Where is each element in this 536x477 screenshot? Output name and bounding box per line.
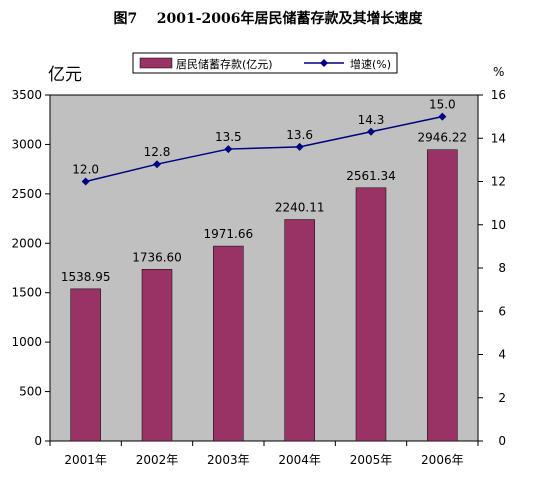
- bar-value-label: 2561.34: [346, 169, 396, 183]
- x-axis-tick-label: 2004年: [278, 453, 321, 467]
- growth-point-marker: [295, 142, 304, 151]
- bar: [427, 149, 458, 442]
- right-axis-tick-label: 6: [498, 304, 506, 318]
- bar-value-label: 1736.60: [132, 250, 182, 264]
- growth-point-marker: [81, 177, 90, 186]
- bar-value-label: 1971.66: [204, 227, 254, 241]
- growth-line: [85, 115, 443, 183]
- right-axis-tick-label: 10: [491, 218, 506, 232]
- x-axis-tick-label: 2006年: [421, 453, 464, 467]
- right-axis-tick-label: 0: [498, 434, 506, 448]
- legend-bar-label: 居民储蓄存款(亿元): [176, 57, 273, 71]
- bar: [141, 269, 173, 442]
- right-axis-tick-label: 14: [491, 131, 506, 145]
- bar: [213, 245, 244, 442]
- right-axis-tick-label: 2: [498, 391, 506, 405]
- data-labels-group: 1538.95 1736.60 1971.66 2240.11 2561.34 2946.…: [61, 98, 467, 284]
- growth-point-marker: [224, 145, 233, 154]
- growth-point-marker: [438, 112, 447, 121]
- right-axis-unit: %: [493, 65, 504, 79]
- bar-value-label: 2240.11: [275, 201, 325, 215]
- legend-line-label: 增速(%): [350, 57, 391, 71]
- bar: [284, 219, 315, 442]
- right-axis-tick-label: 8: [498, 261, 506, 275]
- legend-bar-swatch: [139, 57, 173, 69]
- growth-value-label: 12.8: [144, 145, 171, 159]
- bar-value-label: 2946.22: [418, 131, 468, 145]
- x-axis-tick-label: 2001年: [64, 453, 107, 467]
- left-axis-tick-label: 500: [19, 385, 42, 399]
- x-axis-tick-label: 2002年: [136, 453, 179, 467]
- bars-group: [70, 149, 458, 442]
- right-axis-tick-label: 4: [498, 348, 506, 362]
- right-axis-tick-label: 12: [491, 175, 506, 189]
- left-axis-tick-label: 3500: [11, 88, 42, 102]
- axes-group: 0 500 1000 1500 2000 2500 3000 3500 0 2 4 6 8 10 12 14 1…: [11, 88, 506, 467]
- x-axis-tick-label: 2003年: [207, 453, 250, 467]
- bar: [355, 187, 387, 442]
- chart-title: 图7 2001-2006年居民储蓄存款及其增长速度: [113, 11, 423, 27]
- plot-area: [49, 94, 479, 442]
- left-axis-tick-label: 2500: [11, 187, 42, 201]
- growth-value-label: 12.0: [72, 163, 99, 177]
- legend-box: [132, 52, 398, 74]
- growth-value-label: 13.5: [215, 130, 242, 144]
- bar-value-label: 1538.95: [61, 270, 111, 284]
- growth-value-label: 15.0: [429, 98, 456, 112]
- left-axis-tick-label: 3000: [11, 137, 42, 151]
- bar: [70, 288, 101, 442]
- left-axis-tick-label: 1500: [11, 286, 42, 300]
- growth-value-label: 13.6: [286, 128, 313, 142]
- left-axis-tick-label: 2000: [11, 236, 42, 250]
- left-axis-tick-label: 0: [34, 434, 42, 448]
- growth-point-marker: [153, 160, 161, 169]
- right-axis-tick-label: 16: [491, 88, 506, 102]
- growth-line-group: [81, 112, 447, 186]
- growth-point-marker: [367, 127, 375, 136]
- x-axis-tick-label: 2005年: [350, 453, 393, 467]
- left-axis-unit: 亿元: [48, 65, 82, 85]
- growth-value-label: 14.3: [358, 113, 385, 127]
- legend-line-marker: [320, 59, 328, 67]
- left-axis-tick-label: 1000: [11, 335, 42, 349]
